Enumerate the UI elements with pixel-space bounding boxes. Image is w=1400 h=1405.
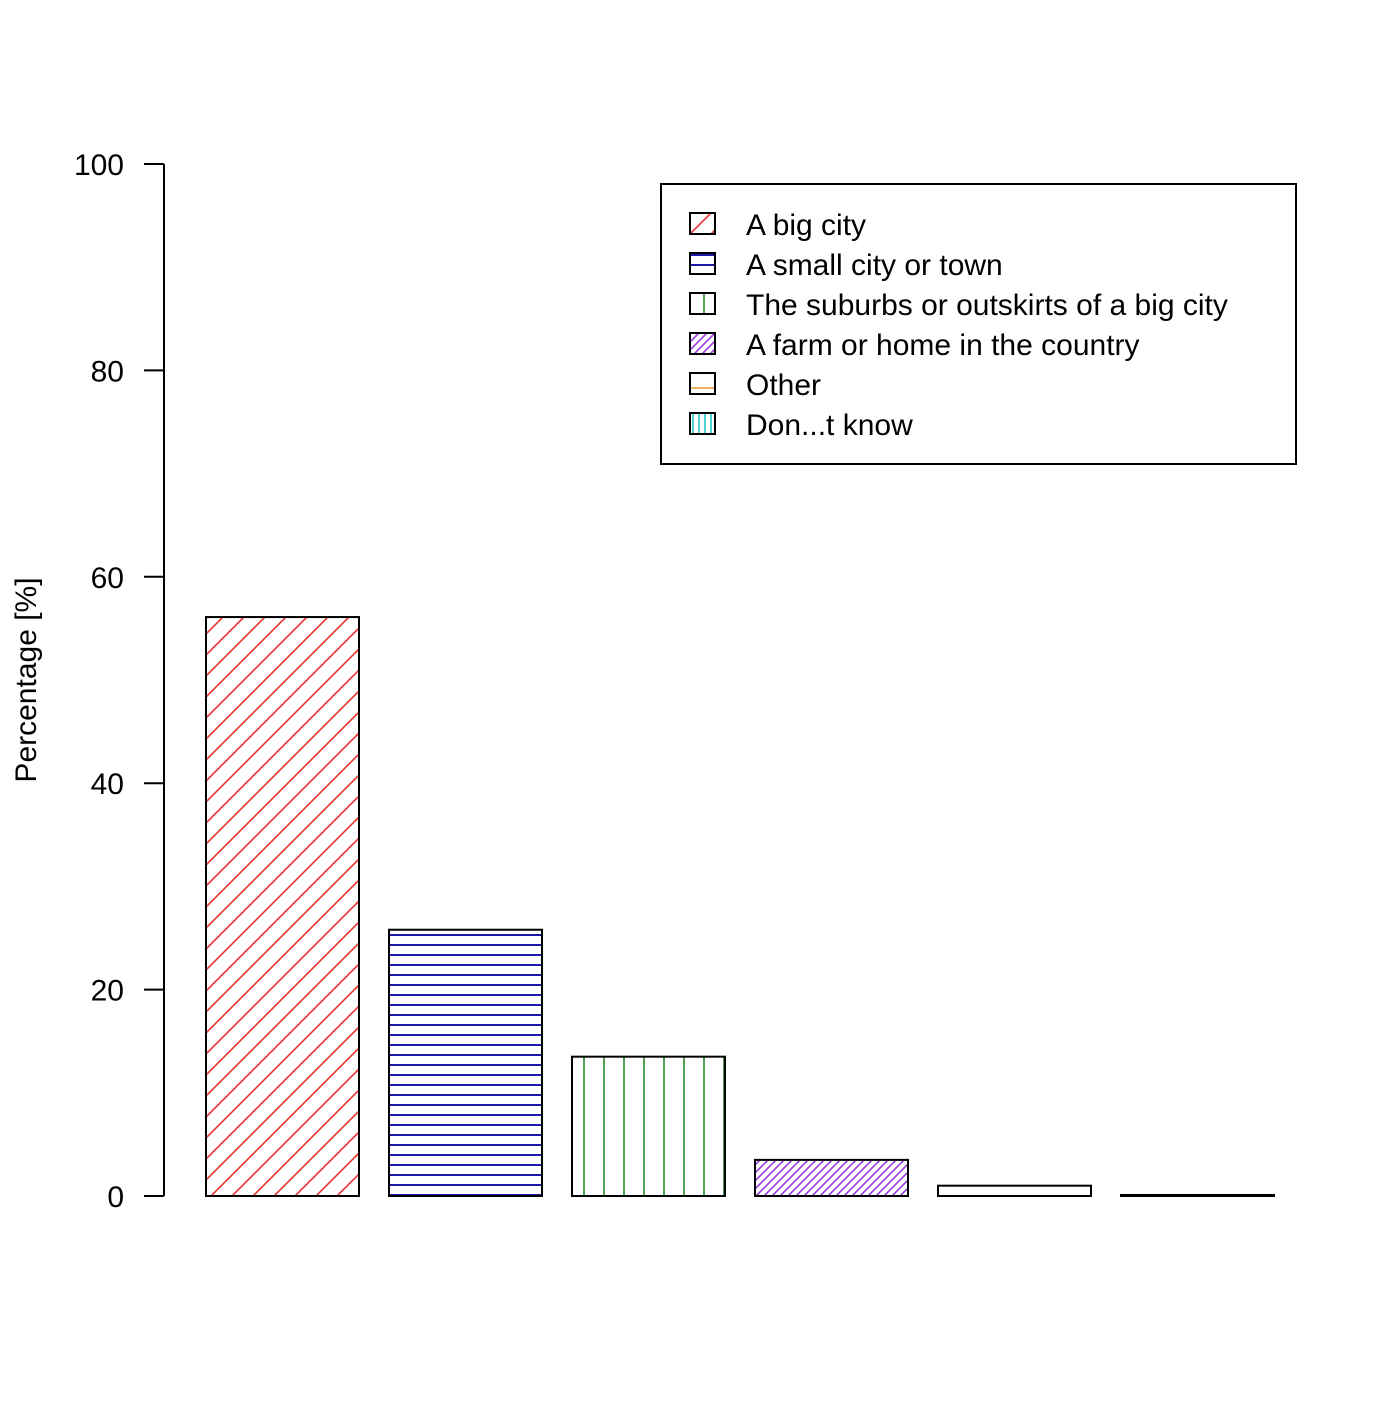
- legend-label: A farm or home in the country: [746, 329, 1140, 362]
- y-tick-label: 60: [91, 562, 124, 595]
- legend: A big city A small city or town The suburb…: [660, 183, 1297, 465]
- y-axis: 0 20 40 60 80 100: [74, 149, 165, 1214]
- legend-swatch: [689, 212, 716, 235]
- legend-box: [660, 183, 1297, 465]
- legend-swatch: [689, 332, 716, 355]
- legend-label: A big city: [746, 209, 866, 242]
- bar: [205, 616, 360, 1197]
- legend-label: A small city or town: [746, 249, 1003, 282]
- legend-swatch: [689, 292, 716, 315]
- legend-label: Don...t know: [746, 409, 913, 442]
- bar: [571, 1055, 726, 1198]
- bar: [754, 1158, 909, 1198]
- y-tick-label: 40: [91, 768, 124, 801]
- bar: [1120, 1193, 1275, 1198]
- bar: [388, 928, 543, 1198]
- bar: [937, 1184, 1092, 1198]
- legend-swatch: [689, 252, 716, 275]
- legend-label: The suburbs or outskirts of a big city: [746, 289, 1228, 322]
- legend-swatch: [689, 372, 716, 395]
- legend-label: Other: [746, 369, 821, 402]
- y-tick-label: 100: [74, 149, 124, 182]
- bars: [205, 616, 1275, 1198]
- legend-swatch: [689, 412, 716, 435]
- y-tick-label: 80: [91, 355, 124, 388]
- y-axis-label: Percentage [%]: [10, 577, 43, 782]
- y-tick-label: 0: [107, 1181, 124, 1214]
- y-tick-label: 20: [91, 975, 124, 1008]
